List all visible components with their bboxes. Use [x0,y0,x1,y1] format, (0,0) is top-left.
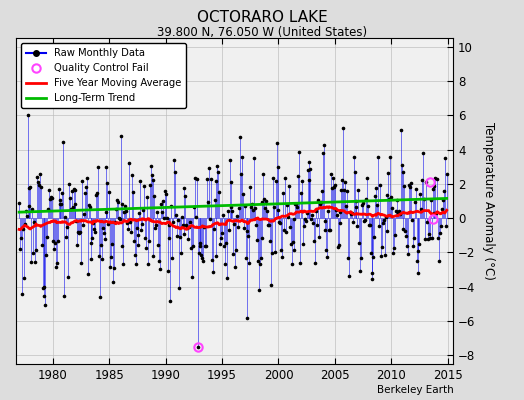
Text: 39.800 N, 76.050 W (United States): 39.800 N, 76.050 W (United States) [157,26,367,39]
Text: OCTORARO LAKE: OCTORARO LAKE [196,10,328,25]
Y-axis label: Temperature Anomaly (°C): Temperature Anomaly (°C) [482,122,495,280]
Text: Berkeley Earth: Berkeley Earth [377,385,453,395]
Legend: Raw Monthly Data, Quality Control Fail, Five Year Moving Average, Long-Term Tren: Raw Monthly Data, Quality Control Fail, … [21,43,186,108]
